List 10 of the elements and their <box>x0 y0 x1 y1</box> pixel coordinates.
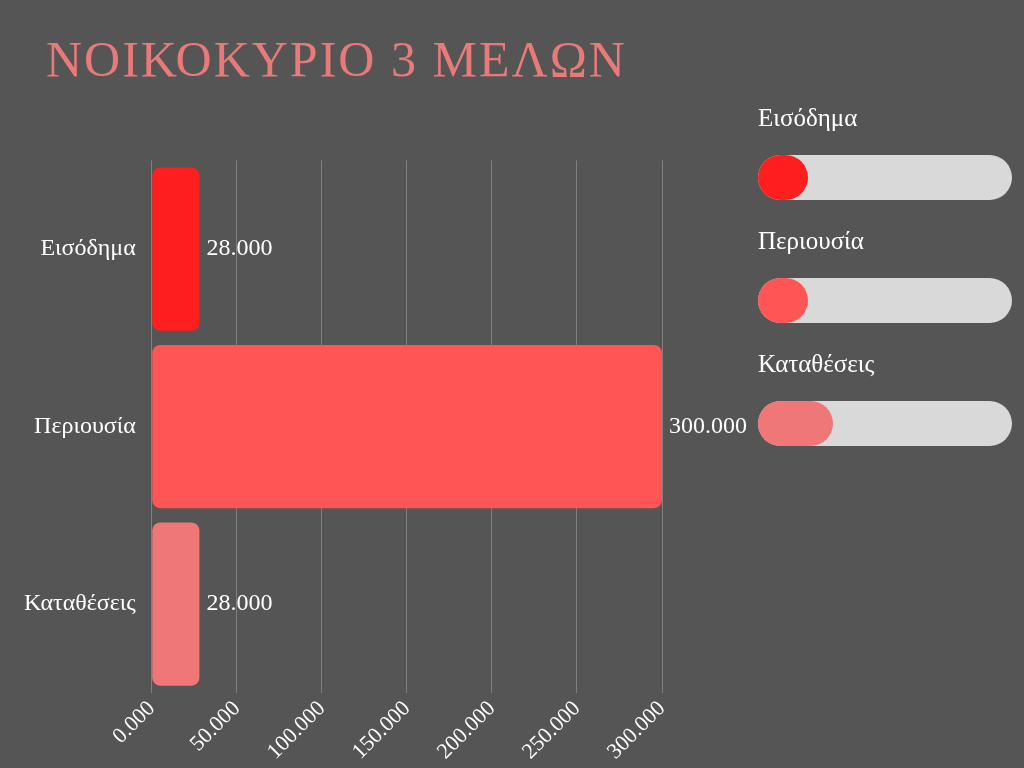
y-tick-label: Εισόδημα <box>40 234 137 261</box>
y-tick-label: Περιουσία <box>34 411 137 438</box>
data-label: 300.000 <box>669 411 747 438</box>
category-label: Καταθέσεις <box>758 350 875 377</box>
category-label: Εισόδημα <box>758 104 858 131</box>
data-label: 28.000 <box>206 234 273 261</box>
data-label: 28.000 <box>206 589 273 616</box>
category-label: Περιουσία <box>758 227 864 254</box>
chart-title: ΝΟΙΚΟΚΥΡΙΟ 3 ΜΕΛΩΝ <box>46 30 627 88</box>
y-tick-label: Καταθέσεις <box>23 589 137 616</box>
